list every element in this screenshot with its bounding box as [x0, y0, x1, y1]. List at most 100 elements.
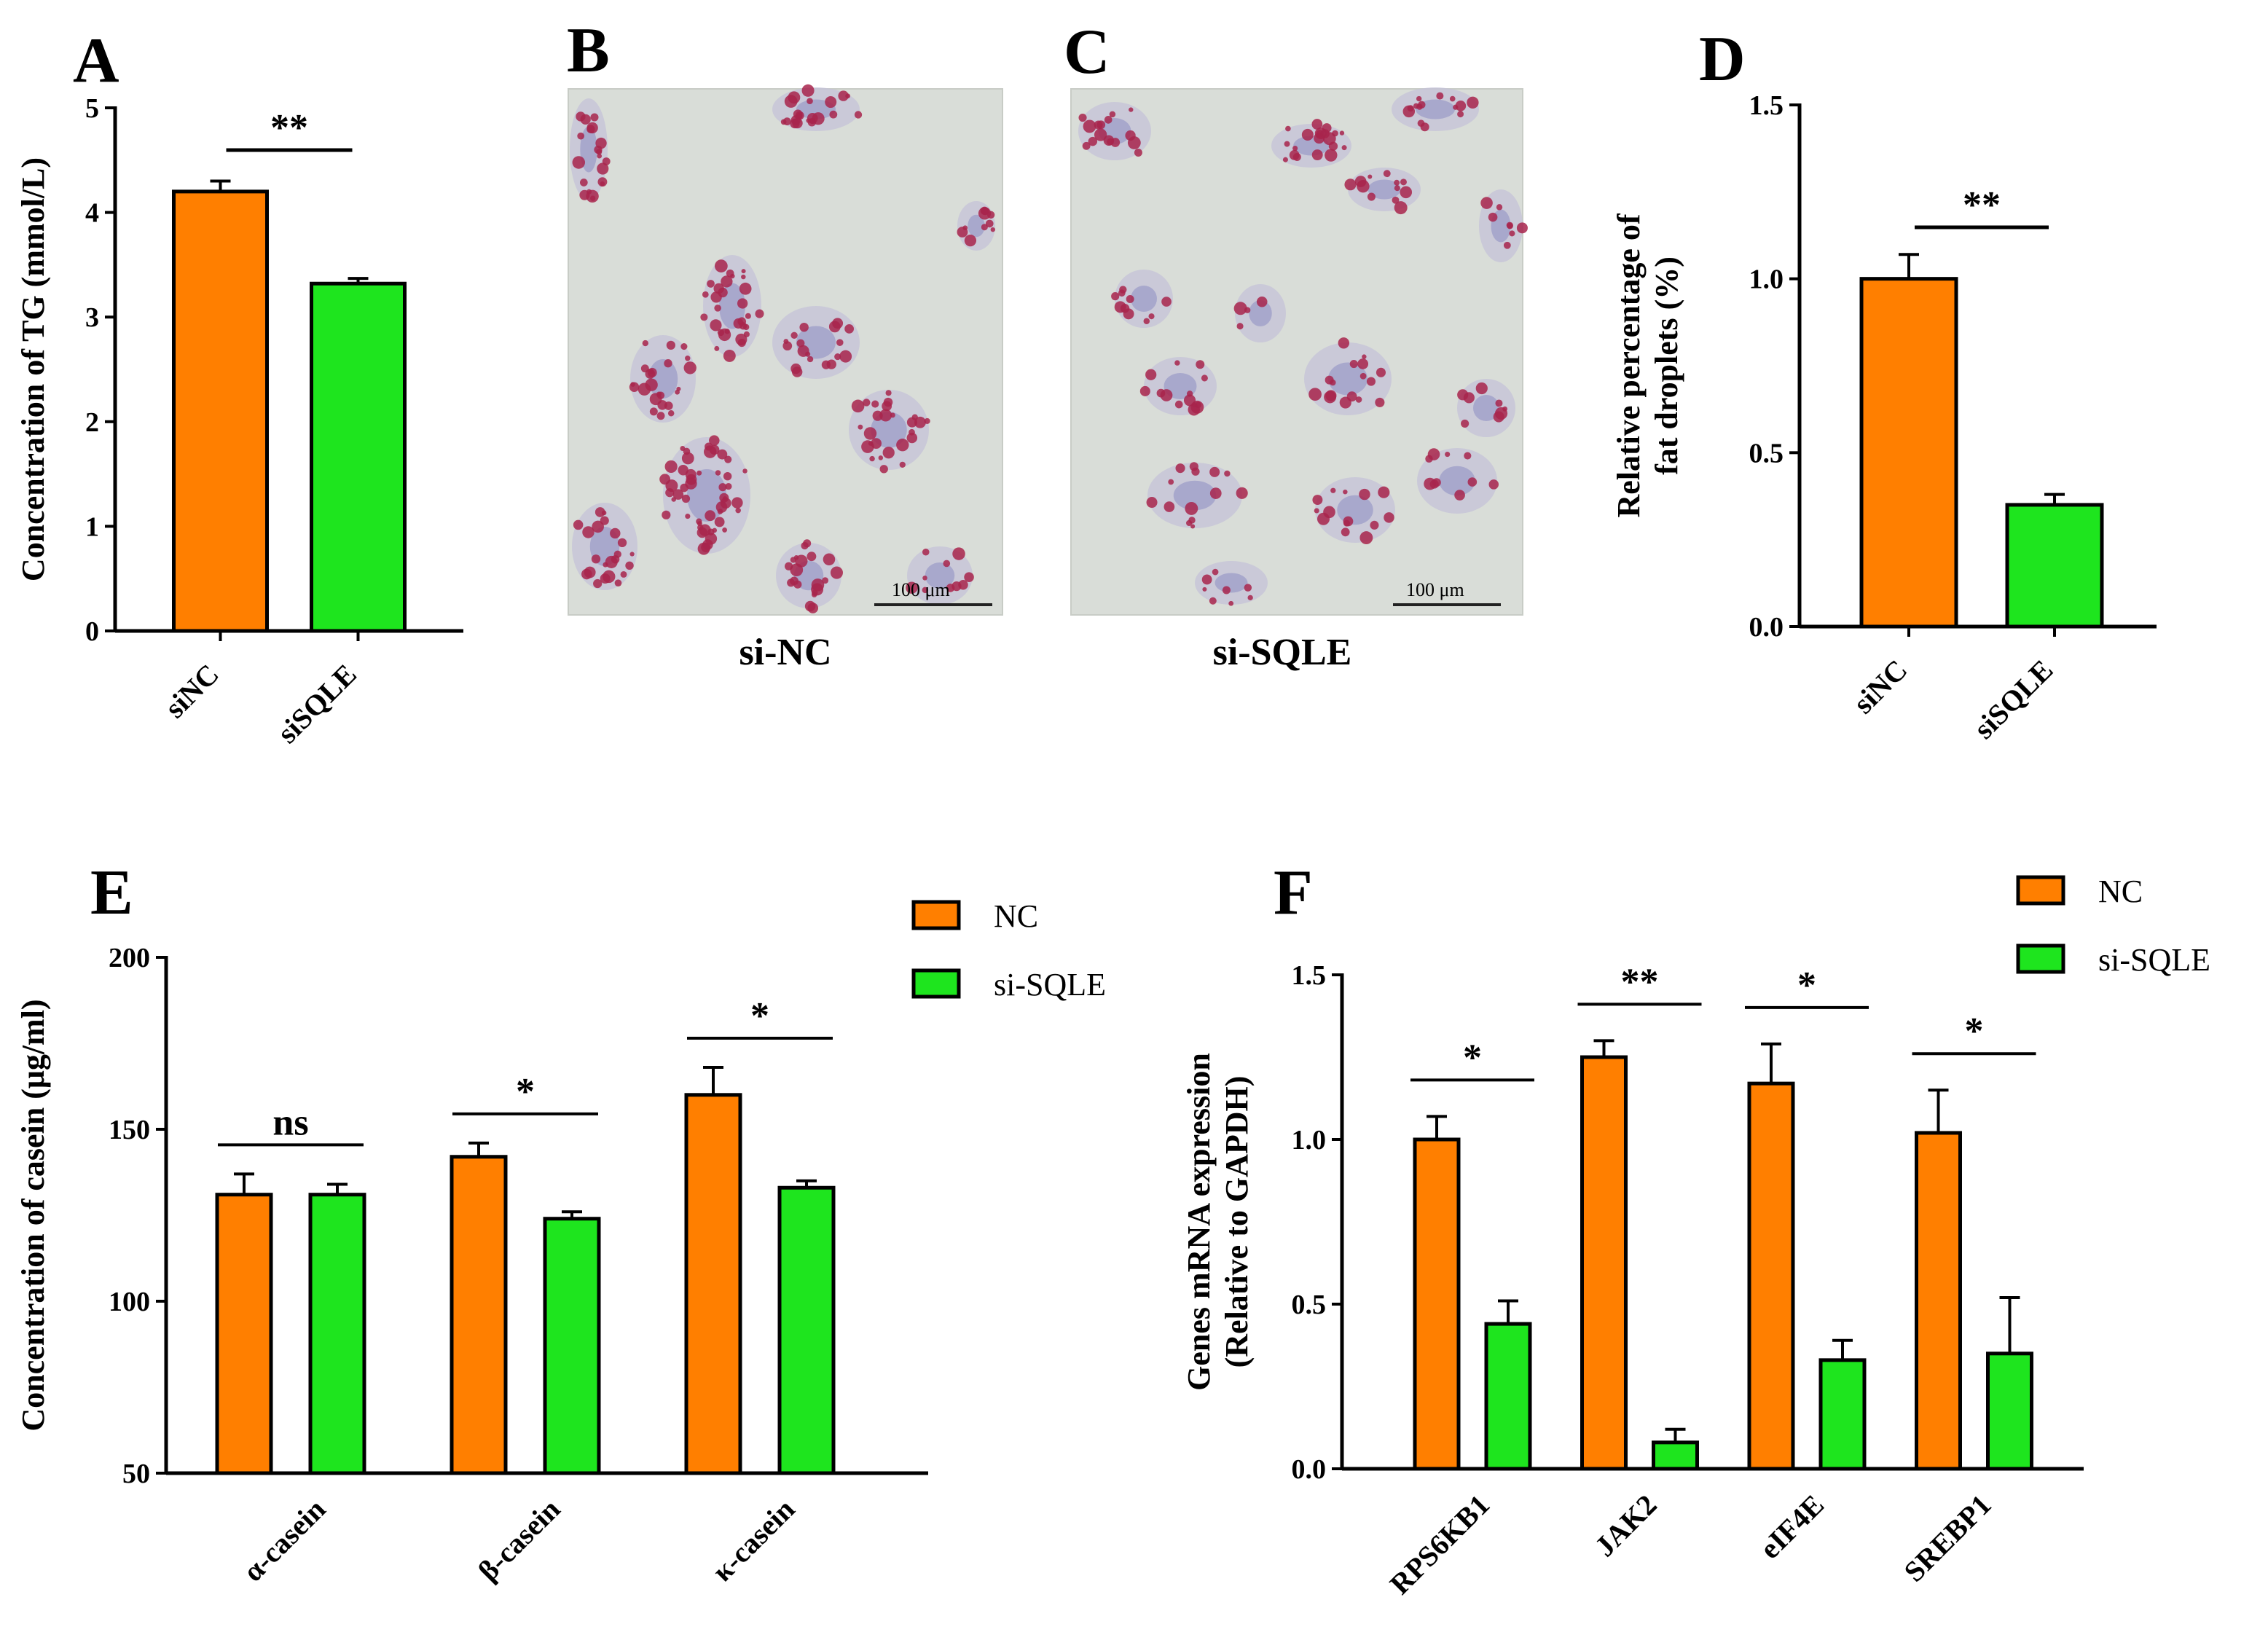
- cell-nucleus: [1416, 99, 1455, 119]
- cell-nucleus: [1328, 362, 1368, 396]
- cell-nucleus: [925, 562, 955, 589]
- lipid-droplet: [1368, 174, 1373, 179]
- lipid-droplet: [1496, 204, 1503, 211]
- lipid-droplet: [879, 409, 892, 422]
- lipid-droplet: [1400, 186, 1413, 199]
- lipid-droplet: [709, 435, 720, 446]
- lipid-droplet: [629, 382, 640, 392]
- lipid-droplet: [1317, 512, 1330, 525]
- lipid-droplet: [1488, 212, 1498, 222]
- lipid-droplet: [700, 313, 708, 321]
- lipid-droplet: [807, 552, 817, 562]
- lipid-droplet: [1143, 318, 1150, 324]
- lipid-droplet: [741, 274, 746, 280]
- lipid-droplet: [1457, 111, 1464, 118]
- y-tick-label: 0.0: [1292, 1454, 1327, 1485]
- lipid-droplet: [1190, 524, 1196, 529]
- lipid-droplet: [784, 95, 798, 108]
- lipid-droplet: [591, 554, 601, 564]
- lipid-droplet: [597, 153, 603, 159]
- lipid-droplet: [1349, 360, 1358, 369]
- lipid-droplet: [863, 427, 877, 440]
- lipid-droplet: [834, 353, 841, 361]
- lipid-droplet: [597, 177, 608, 187]
- panel-label-d: D: [1699, 24, 1746, 95]
- lipid-droplet: [714, 305, 721, 312]
- lipid-droplet: [656, 412, 665, 420]
- lipid-droplet: [1359, 488, 1370, 501]
- panel-label-c: C: [1064, 17, 1110, 87]
- lipid-droplet: [1325, 149, 1338, 162]
- lipid-droplet: [703, 445, 717, 458]
- legend-swatch: [2016, 875, 2065, 906]
- lipid-droplet: [782, 341, 793, 351]
- lipid-droplet: [844, 323, 855, 334]
- lipid-droplet: [1383, 170, 1391, 178]
- lipid-droplet: [1083, 119, 1096, 133]
- lipid-droplet: [952, 547, 965, 560]
- lipid-droplet: [1107, 138, 1114, 146]
- lipid-droplet: [1224, 470, 1231, 477]
- lipid-droplet: [1332, 130, 1338, 137]
- lipid-droplet: [586, 125, 595, 133]
- lipid-droplet: [1418, 101, 1426, 109]
- lipid-droplet: [807, 603, 819, 613]
- lipid-droplet: [664, 460, 678, 474]
- x-tick-label: siSQLE: [271, 658, 363, 750]
- lipid-droplet: [707, 280, 715, 288]
- lipid-droplet: [656, 391, 665, 399]
- lipid-droplet: [702, 291, 709, 298]
- bar: [777, 1185, 836, 1475]
- lipid-droplet: [681, 494, 691, 503]
- lipid-droplet: [600, 516, 609, 525]
- bar: [310, 281, 407, 633]
- lipid-droplet: [1209, 597, 1217, 605]
- lipid-droplet: [1161, 297, 1172, 307]
- lipid-droplet: [1104, 116, 1113, 124]
- lipid-droplet: [1449, 95, 1456, 102]
- lipid-droplet: [1359, 531, 1373, 544]
- lipid-droplet: [1247, 595, 1253, 600]
- lipid-droplet: [797, 345, 809, 357]
- lipid-droplet: [593, 578, 603, 589]
- y-tick-label: 0: [85, 616, 99, 647]
- lipid-droplet: [723, 349, 736, 362]
- lipid-droplet: [1186, 391, 1193, 397]
- lipid-droplet: [739, 282, 752, 295]
- lipid-droplet: [1330, 487, 1336, 493]
- lipid-droplet: [809, 118, 816, 125]
- lipid-droplet: [825, 96, 837, 109]
- micrograph-c: 100 μm si-SQLE: [1070, 87, 1528, 673]
- bar: [215, 1193, 273, 1475]
- lipid-droplet: [582, 526, 595, 538]
- lipid-droplet: [879, 465, 888, 474]
- lipid-droplet: [724, 329, 730, 334]
- lipid-droplet: [807, 356, 814, 363]
- lipid-droplet: [1146, 497, 1158, 509]
- lipid-droplet: [675, 389, 680, 395]
- lipid-droplet: [683, 361, 697, 374]
- bar: [450, 1155, 508, 1475]
- y-tick-label: 0.5: [1292, 1290, 1327, 1320]
- lipid-droplet: [672, 489, 684, 500]
- lipid-droplet: [755, 309, 764, 318]
- panel-label-a: A: [73, 25, 119, 96]
- x-tick-label: siNC: [158, 658, 225, 725]
- lipid-droplet: [836, 339, 844, 346]
- lipid-droplet: [811, 583, 824, 596]
- lipid-droplet: [899, 461, 906, 468]
- lipid-droplet: [1341, 145, 1347, 151]
- lipid-droplet: [1509, 230, 1515, 237]
- lipid-droplet: [737, 298, 748, 309]
- lipid-droplet: [978, 207, 992, 220]
- y-tick-label: 1: [85, 511, 99, 542]
- lipid-droplet: [1436, 92, 1444, 100]
- lipid-droplet: [830, 566, 843, 579]
- bar: [1747, 1081, 1795, 1471]
- x-tick-label: eIF4E: [1753, 1488, 1830, 1566]
- bar: [1986, 1351, 2033, 1471]
- lipid-droplet: [1330, 379, 1336, 386]
- lipid-droplet: [790, 331, 798, 340]
- lipid-droplet: [745, 313, 751, 319]
- lipid-droplet: [964, 234, 977, 247]
